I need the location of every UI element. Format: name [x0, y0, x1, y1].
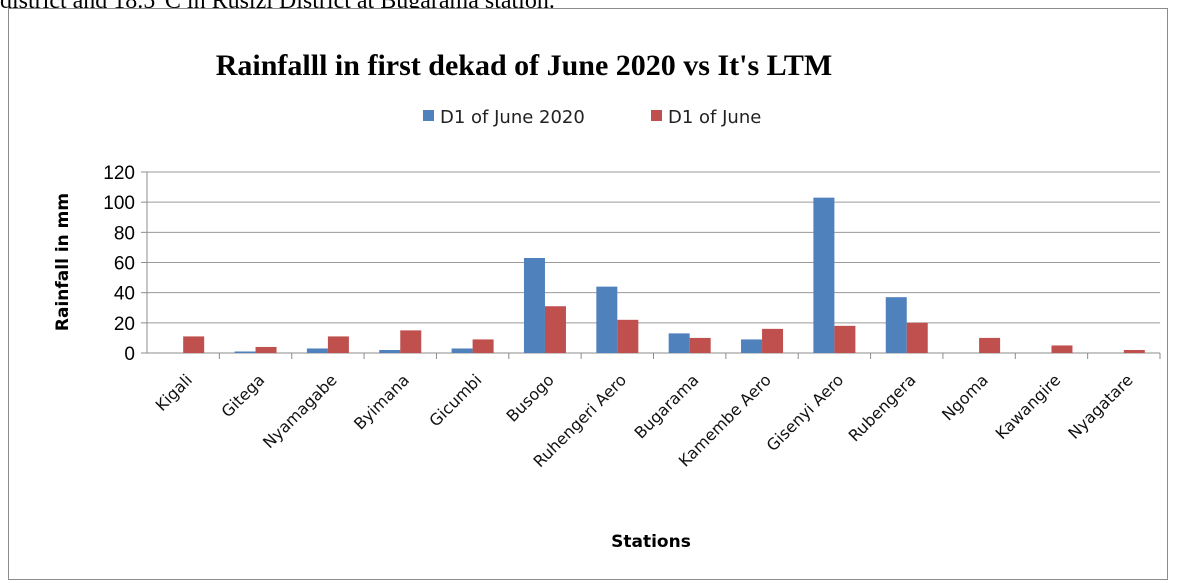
bar	[689, 337, 711, 353]
x-category-label: Gitega	[218, 370, 269, 421]
bar	[1123, 349, 1145, 353]
x-category-label: Gisenyi Aero	[763, 370, 848, 455]
x-category-label: Busogo	[503, 370, 558, 425]
bar	[668, 333, 690, 353]
chart-frame: Rainfalll in first dekad of June 2020 vs…	[8, 8, 1168, 580]
bar	[306, 348, 328, 353]
y-tick-label: 120	[103, 163, 135, 184]
bar	[472, 339, 494, 353]
bar	[617, 319, 639, 353]
y-axis: 0 20 40 60 80 100 120	[103, 163, 148, 365]
x-category-label: Nyagatare	[1064, 370, 1136, 442]
x-category-label: Byimana	[350, 370, 413, 433]
y-tick-label: 100	[103, 193, 135, 214]
bar	[762, 328, 784, 353]
y-tick-label: 80	[114, 223, 135, 244]
bar	[979, 337, 1001, 353]
bar	[451, 348, 473, 353]
bar	[813, 197, 835, 353]
y-tick-label: 0	[124, 344, 135, 365]
bar	[741, 339, 763, 353]
legend: D1 of June 2020 D1 of June	[423, 107, 761, 128]
x-category-label: Gicumbi	[425, 370, 485, 430]
gridlines	[147, 171, 1160, 354]
bar	[400, 330, 422, 353]
bar	[834, 325, 856, 353]
bar	[183, 336, 205, 353]
bar	[596, 286, 618, 353]
bar	[234, 351, 256, 353]
y-tick-label: 20	[114, 314, 135, 335]
bar	[885, 297, 907, 353]
bar	[1051, 345, 1073, 353]
x-category-label: Bugarama	[630, 370, 702, 442]
x-category-label: Rubengera	[845, 370, 920, 445]
y-tick-label: 60	[114, 254, 135, 275]
bar	[906, 322, 928, 353]
bar	[327, 336, 349, 353]
x-category-label: Nyamagabe	[259, 370, 341, 452]
bar	[379, 349, 401, 353]
y-axis-title: Rainfall in mm	[53, 193, 73, 331]
x-axis-title: Stations	[611, 532, 691, 552]
bar	[523, 257, 545, 353]
bar	[544, 306, 566, 353]
chart-title: Rainfalll in first dekad of June 2020 vs…	[215, 49, 833, 82]
x-category-label: Ngoma	[938, 370, 992, 424]
legend-label: D1 of June 2020	[440, 107, 585, 128]
legend-label: D1 of June	[668, 107, 761, 128]
bar	[255, 346, 277, 353]
bars	[183, 197, 1145, 353]
y-tick-label: 40	[114, 284, 135, 305]
x-category-label: Kigali	[152, 370, 196, 414]
legend-swatch	[423, 110, 434, 121]
legend-swatch	[651, 110, 662, 121]
x-category-label: Kawangire	[992, 370, 1065, 443]
